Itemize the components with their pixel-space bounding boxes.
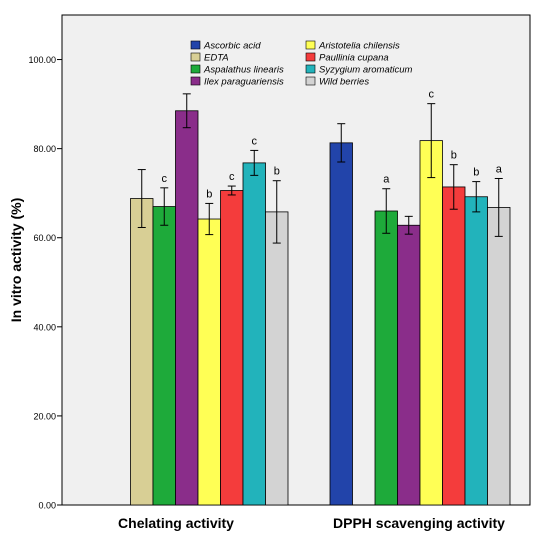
bar (265, 211, 289, 506)
legend-swatch (305, 64, 316, 74)
bar (197, 218, 221, 506)
legend-label: Wild berries (319, 77, 369, 88)
legend-swatch (190, 64, 201, 74)
legend-label: EDTA (204, 53, 229, 64)
legend-label: Ascorbic acid (203, 41, 261, 52)
significance-label: b (274, 166, 280, 178)
bar (242, 162, 266, 506)
bar (419, 140, 443, 506)
significance-label: b (451, 150, 457, 162)
legend-swatch (190, 40, 201, 50)
legend-swatch (305, 52, 316, 62)
bar (397, 224, 421, 506)
y-tick-label: 100.00 (28, 55, 56, 65)
significance-label: c (162, 173, 168, 185)
bar (487, 207, 511, 506)
significance-label: a (383, 174, 390, 186)
legend-label: Syzygium aromaticum (319, 65, 413, 76)
legend-label: Ilex paraguariensis (204, 77, 284, 88)
legend-swatch (305, 76, 316, 86)
x-tick-label-chelating: Chelating activity (118, 515, 234, 531)
significance-label: a (496, 163, 503, 175)
y-tick-label: 20.00 (33, 411, 56, 421)
bar (329, 142, 353, 506)
legend-label: Aspalathus linearis (203, 65, 284, 76)
bar (374, 210, 398, 506)
significance-label: c (429, 89, 435, 101)
y-tick-label: 60.00 (33, 233, 56, 243)
x-axis: Chelating activity DPPH scavenging activ… (118, 515, 505, 531)
x-tick-label-dpph: DPPH scavenging activity (333, 515, 505, 531)
significance-label: b (206, 188, 212, 200)
significance-label: b (473, 167, 479, 179)
bar (220, 190, 244, 506)
legend-swatch (190, 76, 201, 86)
bar (130, 198, 154, 506)
y-tick-label: 0.00 (38, 501, 56, 511)
legend-swatch (305, 40, 316, 50)
bar (175, 110, 199, 506)
y-tick-label: 40.00 (33, 322, 56, 332)
significance-label: c (252, 135, 258, 147)
legend-label: Aristotelia chilensis (318, 41, 400, 52)
bar (442, 186, 466, 506)
significance-label: c (229, 171, 235, 183)
bar (152, 206, 176, 506)
bar (464, 196, 488, 506)
y-axis-label: In vitro activity (%) (8, 198, 24, 322)
legend-label: Paullinia cupana (319, 53, 389, 64)
y-tick-label: 80.00 (33, 144, 56, 154)
legend-swatch (190, 52, 201, 62)
bars: c b c c b a c b b a (130, 89, 511, 506)
y-axis: 0.00 20.00 40.00 60.00 80.00 100.00 (28, 55, 62, 511)
